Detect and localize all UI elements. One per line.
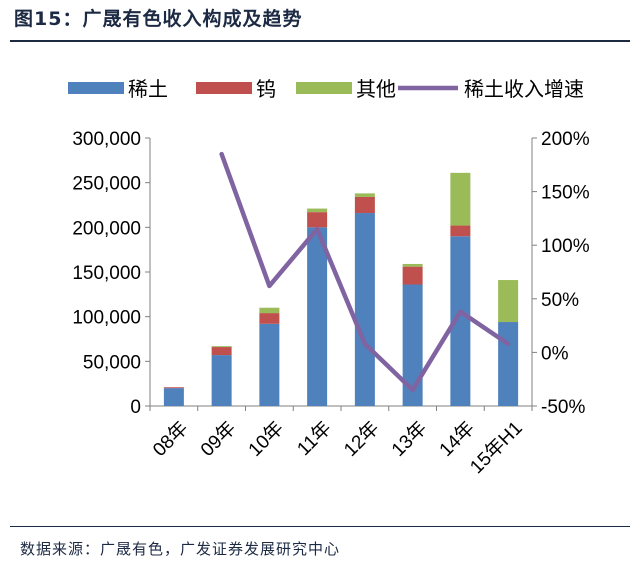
legend-swatch [196, 82, 252, 94]
bar-rare-earth [354, 213, 375, 406]
left-y-tick-label: 50,000 [83, 352, 141, 373]
x-tick-label: 09年 [196, 417, 240, 461]
bar-tungsten [211, 347, 232, 356]
legend-label: 钨 [256, 78, 276, 101]
figure-title: 图15：广晟有色收入构成及趋势 [14, 8, 303, 30]
x-tick-label: 11年 [293, 417, 336, 460]
x-tick-label: 12年 [340, 417, 384, 461]
bar-tungsten [402, 266, 423, 285]
left-y-tick-label: 100,000 [72, 308, 141, 329]
bar-other [211, 346, 232, 348]
bar-other [354, 193, 375, 197]
left-y-tick-label: 150,000 [72, 263, 141, 284]
left-y-tick-label: 250,000 [72, 174, 141, 195]
right-y-tick-label: 0% [541, 343, 569, 364]
bar-tungsten [450, 225, 471, 237]
bar-tungsten [259, 313, 280, 324]
source-note: 数据来源：广晟有色，广发证券发展研究中心 [20, 540, 341, 558]
bar-rare-earth [307, 227, 328, 406]
right-y-tick-label: 100% [541, 236, 590, 257]
bar-rare-earth [498, 322, 519, 406]
right-y-tick-label: -50% [541, 397, 585, 418]
right-y-tick-label: 50% [541, 290, 579, 311]
bar-other [498, 280, 519, 323]
bar-other [450, 172, 471, 226]
bar-tungsten [307, 212, 328, 228]
title-rule [10, 40, 630, 42]
legend-label: 稀土 [128, 78, 168, 101]
bar-other [307, 208, 328, 213]
x-tick-label: 14年 [435, 417, 479, 461]
bar-tungsten [163, 387, 184, 389]
left-y-tick-label: 300,000 [72, 129, 141, 150]
bar-other [402, 263, 423, 267]
x-tick-label: 13年 [387, 417, 431, 461]
legend-label: 稀土收入增速 [464, 78, 584, 101]
x-tick-label: 15年H1 [466, 417, 527, 478]
right-y-tick-label: 150% [541, 183, 590, 204]
legend-label: 其他 [356, 78, 396, 101]
bar-rare-earth [211, 355, 232, 406]
bar-rare-earth [163, 388, 184, 406]
legend-swatch [296, 82, 352, 94]
x-tick-label: 10年 [244, 417, 288, 461]
left-y-tick-label: 200,000 [72, 218, 141, 239]
source-rule [10, 526, 630, 527]
line-series [219, 151, 511, 393]
bar-rare-earth [450, 236, 471, 406]
legend: 稀土 钨 其他 稀土收入增速 [68, 78, 584, 101]
bar-other [259, 307, 280, 314]
x-tick-label: 08年 [149, 417, 193, 461]
legend-swatch [68, 82, 124, 94]
bar-rare-earth [402, 284, 423, 406]
left-y-tick-label: 0 [130, 397, 141, 418]
bar-rare-earth [259, 323, 280, 406]
right-y-tick-label: 200% [541, 129, 590, 150]
bar-tungsten [354, 196, 375, 214]
